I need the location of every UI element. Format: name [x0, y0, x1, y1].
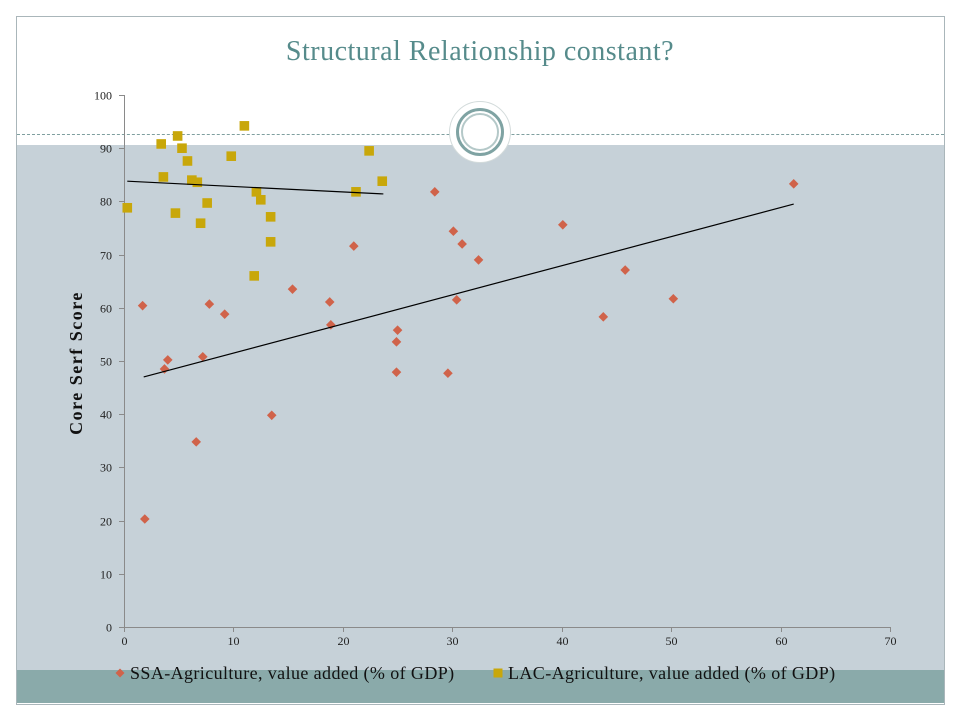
legend-diamond-shape — [115, 668, 125, 678]
lac-data-point — [377, 176, 388, 186]
ssa-data-point — [448, 226, 459, 236]
y-tick-label: 70 — [100, 249, 112, 263]
ssa-data-point — [391, 367, 402, 377]
ssa-data-point — [324, 297, 335, 307]
ssa-data-point — [137, 300, 148, 311]
legend-label-ssa: SSA-Agriculture, value added (% of GDP) — [130, 663, 455, 683]
lac-data-point — [226, 151, 237, 161]
legend-square-icon — [493, 668, 503, 678]
lac-data-point — [156, 139, 167, 149]
ssa-data-point — [326, 320, 336, 330]
y-tick-label: 30 — [100, 461, 112, 475]
circle-ornament — [449, 101, 511, 163]
y-tick-label: 40 — [100, 408, 112, 422]
lac-data-point — [182, 156, 193, 166]
legend-square-shape — [493, 668, 503, 678]
chart-marks — [122, 121, 799, 524]
lac-data-point — [158, 172, 169, 182]
lac-data-point — [364, 146, 374, 156]
ssa-data-point — [788, 179, 799, 189]
y-tick-label: 100 — [94, 89, 112, 103]
ssa-data-point — [162, 355, 173, 365]
circle-ornament-outer-ring — [456, 108, 504, 156]
lac-data-point — [187, 175, 197, 185]
y-tick-label: 0 — [106, 621, 112, 635]
legend-item-lac: LAC-Agriculture, value added (% of GDP) — [492, 663, 836, 683]
x-tick-label: 30 — [447, 634, 459, 648]
ssa-data-point — [191, 437, 202, 447]
lac-data-point — [170, 208, 181, 218]
lac-data-point — [239, 121, 250, 131]
legend-diamond-icon — [115, 668, 125, 678]
lac-data-point — [351, 187, 361, 197]
ssa-data-point — [473, 255, 484, 265]
ssa-trend-line — [143, 203, 794, 378]
footer-band — [17, 670, 944, 703]
x-tick-label: 20 — [338, 634, 350, 648]
lac-data-point — [195, 218, 206, 229]
legend-label-lac: LAC-Agriculture, value added (% of GDP) — [508, 663, 836, 683]
y-tick-label: 60 — [100, 302, 112, 316]
ssa-data-point — [266, 410, 277, 421]
ssa-data-point — [139, 514, 150, 524]
lac-data-point — [122, 202, 133, 213]
ssa-series — [137, 179, 799, 524]
lac-data-point — [265, 212, 276, 222]
lac-data-point — [249, 271, 260, 281]
lac-data-point — [172, 131, 183, 141]
lac-data-point — [177, 143, 187, 153]
lac-data-point — [255, 195, 266, 205]
y-tick-label: 90 — [100, 142, 112, 156]
x-tick-label: 0 — [122, 634, 128, 648]
x-tick-label: 60 — [776, 634, 788, 648]
ssa-data-point — [443, 368, 453, 379]
ssa-data-point — [287, 284, 298, 294]
y-tick-label: 50 — [100, 355, 112, 369]
x-tick-label: 40 — [557, 634, 569, 648]
lac-data-point — [192, 177, 203, 188]
x-tick-label: 70 — [885, 634, 897, 648]
ssa-data-point — [620, 265, 630, 275]
lac-data-point — [202, 198, 212, 208]
ssa-data-point — [598, 312, 609, 322]
content-panel — [17, 145, 944, 670]
ssa-data-point — [558, 220, 568, 230]
ssa-data-point — [197, 351, 208, 362]
ssa-data-point — [429, 187, 440, 197]
y-tick-label: 80 — [100, 195, 112, 209]
lac-data-point — [265, 237, 276, 247]
lac-series — [122, 121, 388, 281]
legend-item-ssa: SSA-Agriculture, value added (% of GDP) — [114, 663, 455, 683]
y-tick-label: 10 — [100, 568, 112, 582]
ssa-data-point — [204, 299, 215, 309]
x-tick-label: 50 — [666, 634, 678, 648]
y-tick-label: 20 — [100, 515, 112, 529]
x-tick-label: 10 — [228, 634, 240, 648]
circle-ornament-inner-ring — [461, 113, 499, 151]
y-axis-label: Core Serf Score — [66, 291, 86, 435]
slide-frame — [16, 16, 945, 705]
ssa-data-point — [457, 239, 467, 249]
ssa-data-point — [159, 364, 170, 374]
ssa-data-point — [392, 325, 403, 335]
ssa-data-point — [391, 337, 402, 347]
lac-data-point — [251, 187, 262, 197]
ssa-data-point — [219, 309, 230, 319]
ssa-data-point — [349, 241, 359, 251]
ssa-data-point — [451, 295, 462, 305]
chart-axes: 0 10 20 30 40 50 60 70 80 90 100 0 10 20 30 40 50 60 70 — [94, 89, 897, 649]
ssa-data-point — [668, 293, 679, 304]
slide-title: Structural Relationship constant? — [285, 36, 675, 67]
lac-trend-line — [127, 180, 384, 195]
